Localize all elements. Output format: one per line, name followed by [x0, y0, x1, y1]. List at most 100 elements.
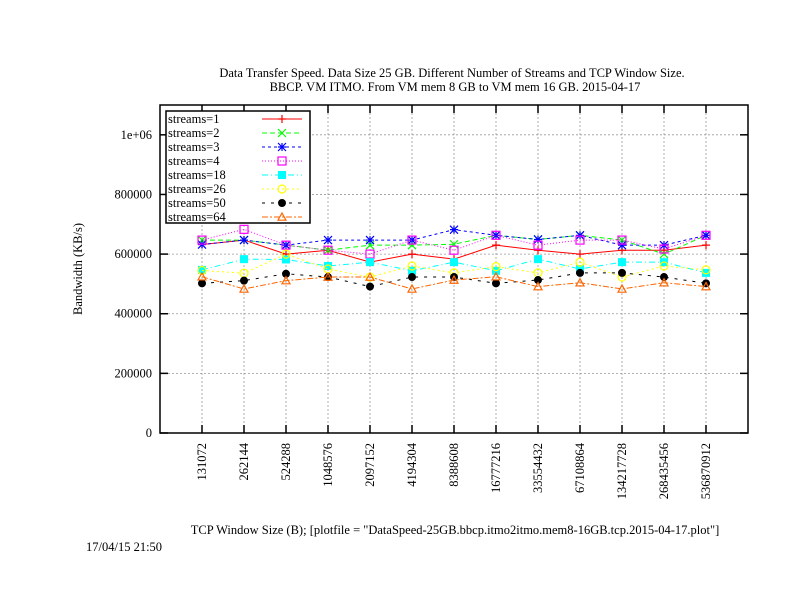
- circle-marker: [701, 265, 711, 275]
- filled-circle-marker: [366, 282, 374, 291]
- triangle-marker: [238, 283, 250, 293]
- x-marker: [659, 249, 669, 259]
- series-streams-26: [197, 249, 711, 282]
- star-marker: [323, 235, 333, 245]
- x-tick-label: 67108864: [573, 442, 587, 493]
- filled-box-marker: [702, 268, 710, 277]
- plus-marker: [534, 246, 542, 255]
- x-tick-label: 4194304: [405, 442, 419, 487]
- triangle-marker: [658, 277, 670, 287]
- box-marker: [197, 235, 207, 245]
- triangle-marker: [322, 271, 334, 281]
- y-tick-label: 0: [146, 426, 152, 440]
- triangle-marker: [280, 275, 292, 285]
- filled-box-marker: [450, 258, 458, 267]
- plot-frame: [159, 104, 749, 434]
- legend-label: streams=64: [168, 210, 226, 224]
- timestamp: 17/04/15 21:50: [86, 540, 162, 554]
- filled-circle-marker: [198, 279, 206, 288]
- circle-marker: [277, 184, 287, 194]
- triangle-marker: [616, 283, 628, 293]
- filled-box-marker: [282, 255, 290, 264]
- star-marker: [365, 235, 375, 245]
- x-tick-label: 262144: [237, 442, 251, 480]
- filled-box-marker: [324, 262, 332, 271]
- chart-title-line-1: Data Transfer Speed. Data Size 25 GB. Di…: [219, 66, 684, 80]
- filled-box-marker: [618, 258, 626, 267]
- x-tick-label: 268435456: [657, 443, 671, 499]
- filled-box-marker: [198, 265, 206, 274]
- box-marker: [281, 240, 291, 250]
- triangle-marker: [448, 274, 460, 284]
- filled-circle-marker: [618, 268, 626, 277]
- box-marker: [617, 235, 627, 245]
- box-marker: [491, 230, 501, 240]
- plus-marker: [278, 115, 286, 123]
- x-tick-label: 1048576: [321, 443, 335, 487]
- filled-box-marker: [278, 171, 286, 179]
- x-tick-label: 2097152: [363, 443, 377, 487]
- box-marker: [277, 156, 287, 166]
- x-tick-label: 131072: [195, 443, 209, 481]
- y-tick-label: 600000: [115, 247, 153, 261]
- filled-box-marker: [240, 255, 248, 264]
- x-tick-label: 536870912: [699, 443, 713, 499]
- series-streams-4: [197, 224, 711, 259]
- legend-label: streams=26: [168, 182, 226, 196]
- x-marker: [277, 128, 287, 138]
- star-marker: [575, 230, 585, 240]
- star-marker: [239, 235, 249, 245]
- star-marker: [491, 230, 501, 240]
- y-tick-label: 1e+06: [121, 128, 152, 142]
- filled-circle-marker: [278, 199, 286, 207]
- x-axis-label: TCP Window Size (B); [plotfile = "DataSp…: [191, 523, 720, 537]
- x-tick-label: 524288: [279, 443, 293, 481]
- series-line: [201, 253, 707, 278]
- x-marker: [323, 245, 333, 255]
- legend-label: streams=18: [168, 168, 226, 182]
- filled-circle-marker: [240, 276, 248, 285]
- triangle-marker: [700, 281, 712, 291]
- circle-marker: [197, 265, 207, 276]
- x-tick-label: 16777216: [489, 443, 503, 493]
- box-marker: [575, 235, 585, 245]
- circle-marker: [575, 257, 585, 267]
- triangle-marker: [364, 271, 376, 281]
- y-tick-label: 400000: [115, 307, 153, 321]
- filled-circle-marker: [282, 269, 290, 278]
- legend-label: streams=4: [168, 154, 220, 168]
- chart-title-line-2: BBCP. VM ITMO. From VM mem 8 GB to VM me…: [270, 80, 641, 94]
- series-line: [201, 228, 707, 255]
- triangle-marker: [574, 277, 586, 287]
- legend-label: streams=1: [168, 112, 219, 126]
- box-marker: [659, 244, 669, 254]
- box-marker: [407, 235, 417, 245]
- y-axis-label: Bandwidth (KB/s): [71, 223, 85, 315]
- star-marker: [281, 240, 291, 250]
- filled-circle-marker: [408, 273, 416, 282]
- x-tick-label: 134217728: [615, 443, 629, 499]
- series-line: [201, 276, 707, 290]
- triangle-marker: [196, 271, 208, 281]
- box-marker: [239, 224, 249, 234]
- legend-label: streams=3: [168, 140, 219, 154]
- plus-marker: [576, 250, 584, 259]
- x-tick-label: 33554432: [531, 443, 545, 493]
- circle-marker: [659, 261, 669, 271]
- filled-box-marker: [366, 258, 374, 267]
- series-streams-64: [196, 271, 712, 293]
- filled-box-marker: [534, 255, 542, 264]
- circle-marker: [407, 261, 417, 271]
- box-marker: [323, 245, 333, 255]
- filled-circle-marker: [492, 279, 500, 288]
- triangle-marker: [406, 283, 418, 293]
- filled-circle-marker: [534, 276, 542, 285]
- star-marker: [617, 240, 627, 250]
- star-marker: [701, 230, 711, 240]
- star-marker: [277, 142, 287, 152]
- series-streams-3: [197, 225, 711, 250]
- filled-circle-marker: [660, 273, 668, 282]
- circle-marker: [281, 249, 291, 259]
- x-tick-label: 8388608: [447, 443, 461, 487]
